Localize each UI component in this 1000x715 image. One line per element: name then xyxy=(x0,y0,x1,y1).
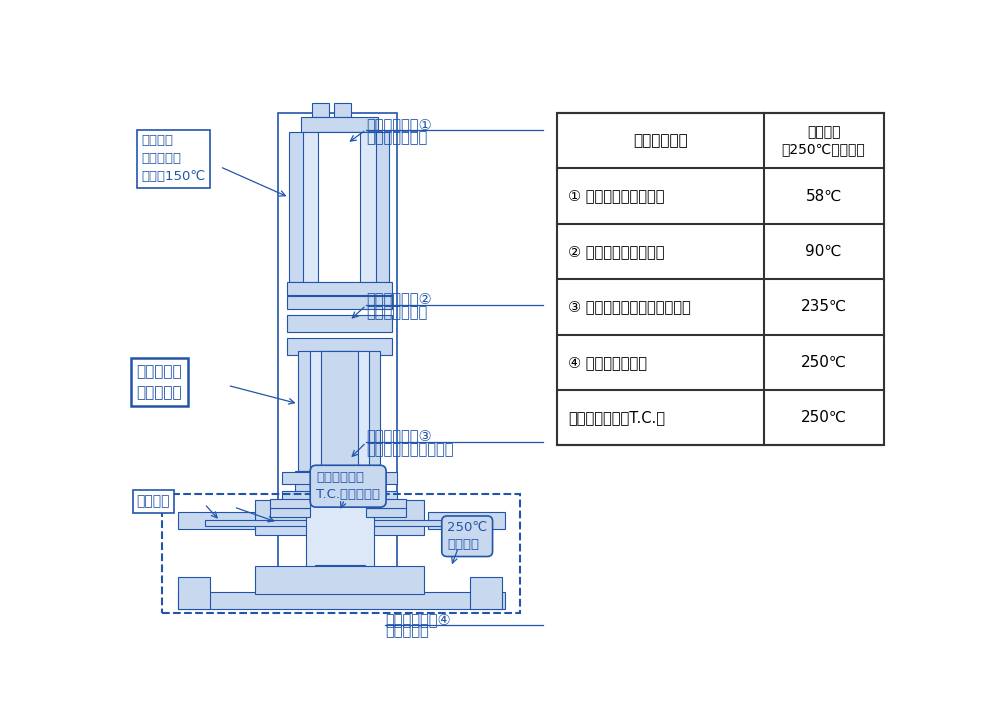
FancyBboxPatch shape xyxy=(289,132,389,282)
FancyBboxPatch shape xyxy=(255,566,424,594)
FancyBboxPatch shape xyxy=(295,470,382,494)
Text: 90℃: 90℃ xyxy=(805,244,842,259)
Text: 250℃: 250℃ xyxy=(801,355,847,370)
FancyBboxPatch shape xyxy=(270,508,310,517)
FancyBboxPatch shape xyxy=(318,132,360,282)
FancyBboxPatch shape xyxy=(321,352,358,470)
Text: 温調ポイント（T.C.）: 温調ポイント（T.C.） xyxy=(568,410,665,425)
Text: 測定温度
（250℃設定時）: 測定温度 （250℃設定時） xyxy=(782,125,865,156)
FancyBboxPatch shape xyxy=(178,593,505,609)
Text: 温調ポイント
T.C.（熱電対）: 温調ポイント T.C.（熱電対） xyxy=(316,471,380,501)
FancyBboxPatch shape xyxy=(287,296,392,309)
Text: 高温対応
ピエゾ素子
耐熱：150℃: 高温対応 ピエゾ素子 耐熱：150℃ xyxy=(141,134,206,184)
Text: エクステンション下部: エクステンション下部 xyxy=(366,442,454,457)
FancyBboxPatch shape xyxy=(301,117,378,136)
FancyBboxPatch shape xyxy=(255,500,424,535)
Text: ① （ピエゾ素子上部）: ① （ピエゾ素子上部） xyxy=(568,189,664,203)
Text: ② （ピエゾ素子下部）: ② （ピエゾ素子下部） xyxy=(568,244,664,259)
Text: ③ （エクステンション下部）: ③ （エクステンション下部） xyxy=(568,300,691,315)
Text: 235℃: 235℃ xyxy=(801,300,847,315)
FancyBboxPatch shape xyxy=(312,103,329,117)
Text: 58℃: 58℃ xyxy=(805,189,842,203)
FancyBboxPatch shape xyxy=(334,103,351,117)
FancyBboxPatch shape xyxy=(303,132,376,282)
FancyBboxPatch shape xyxy=(287,338,392,355)
FancyBboxPatch shape xyxy=(270,498,310,508)
FancyBboxPatch shape xyxy=(205,520,474,526)
FancyBboxPatch shape xyxy=(287,282,392,295)
Text: 測定ポイント②: 測定ポイント② xyxy=(366,292,432,307)
Text: ピエゾ素子下部: ピエゾ素子下部 xyxy=(366,305,427,320)
Text: ④ （ボディ内部）: ④ （ボディ内部） xyxy=(568,355,647,370)
FancyBboxPatch shape xyxy=(178,512,255,528)
Text: エクステン
ション構造: エクステン ション構造 xyxy=(137,364,182,400)
Text: 測定ポイント③: 測定ポイント③ xyxy=(366,429,432,443)
FancyBboxPatch shape xyxy=(310,352,369,470)
FancyBboxPatch shape xyxy=(557,113,884,445)
FancyBboxPatch shape xyxy=(366,498,406,508)
FancyBboxPatch shape xyxy=(428,512,505,528)
Text: 測定ポイント①: 測定ポイント① xyxy=(366,117,432,132)
FancyBboxPatch shape xyxy=(287,315,392,332)
Text: ガス流路: ガス流路 xyxy=(137,495,170,508)
FancyBboxPatch shape xyxy=(282,472,397,484)
FancyBboxPatch shape xyxy=(315,565,365,594)
FancyBboxPatch shape xyxy=(470,577,502,609)
FancyBboxPatch shape xyxy=(178,577,210,609)
FancyBboxPatch shape xyxy=(282,490,397,503)
Text: ピエゾ素子上部: ピエゾ素子上部 xyxy=(366,130,427,145)
FancyBboxPatch shape xyxy=(366,508,406,517)
Text: ボディ内部: ボディ内部 xyxy=(385,623,429,638)
Text: 測定ポイント④: 測定ポイント④ xyxy=(385,612,451,627)
FancyBboxPatch shape xyxy=(298,352,380,470)
Text: 測定ポイント: 測定ポイント xyxy=(633,133,688,148)
Text: 250℃
加熱範囲: 250℃ 加熱範囲 xyxy=(447,521,487,551)
Text: 250℃: 250℃ xyxy=(801,410,847,425)
FancyBboxPatch shape xyxy=(306,504,374,567)
